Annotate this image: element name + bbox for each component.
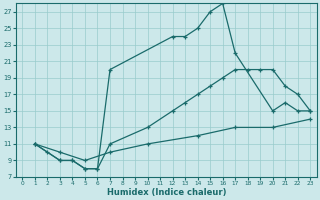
X-axis label: Humidex (Indice chaleur): Humidex (Indice chaleur) <box>107 188 226 197</box>
